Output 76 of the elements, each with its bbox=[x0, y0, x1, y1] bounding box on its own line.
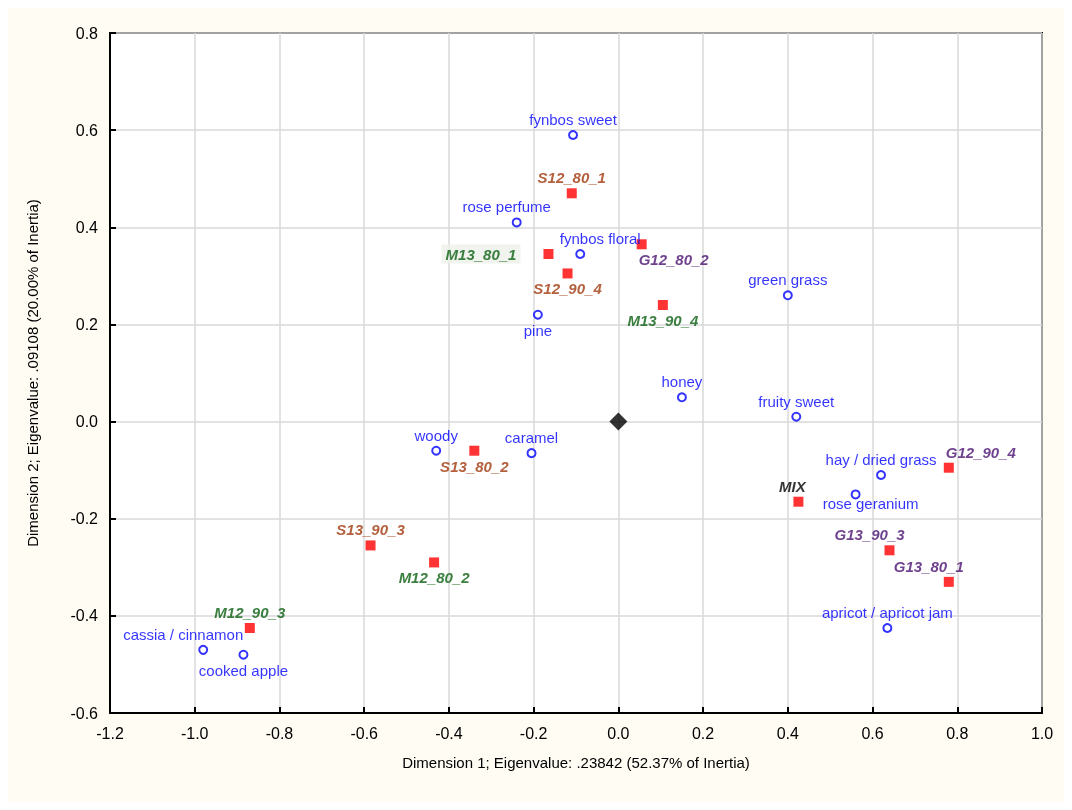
point bbox=[244, 623, 255, 633]
point bbox=[568, 130, 579, 140]
x-tick-label: 0.8 bbox=[946, 724, 969, 742]
data-label: hay / dried grass bbox=[825, 451, 937, 468]
point bbox=[526, 448, 537, 459]
y-tick-label: 0.0 bbox=[75, 413, 99, 431]
data-label: woody bbox=[413, 426, 459, 444]
point bbox=[657, 300, 668, 310]
data-label: pine bbox=[523, 321, 553, 339]
data-label: rose perfume bbox=[462, 198, 551, 216]
data-label: apricot / apricot jam bbox=[821, 604, 953, 621]
point bbox=[431, 445, 442, 456]
point bbox=[850, 489, 861, 500]
point bbox=[876, 470, 887, 480]
point bbox=[943, 576, 954, 587]
y-tick-label: -0.4 bbox=[70, 607, 99, 625]
data-label: fynbos floral bbox=[559, 230, 641, 247]
data-label: G12_80_2 bbox=[638, 251, 710, 269]
data-label: rose geranium bbox=[822, 495, 919, 513]
point bbox=[543, 249, 554, 259]
point bbox=[562, 268, 573, 279]
point bbox=[469, 445, 480, 456]
x-tick-label: -0.6 bbox=[350, 724, 379, 742]
point bbox=[566, 188, 577, 199]
point bbox=[238, 649, 249, 660]
data-label: cassia / cinnamon bbox=[123, 625, 244, 643]
data-label: fruity sweet bbox=[758, 392, 836, 410]
data-label: M13_80_1 bbox=[445, 245, 517, 263]
point bbox=[365, 540, 376, 551]
x-tick-label: 0.4 bbox=[776, 724, 800, 742]
x-tick-label: -0.4 bbox=[435, 724, 463, 742]
x-tick-label: 1.0 bbox=[1030, 724, 1054, 742]
data-label: S13_90_3 bbox=[336, 521, 406, 539]
point bbox=[198, 644, 209, 655]
x-tick-label: -1.2 bbox=[96, 724, 124, 742]
data-label: fynbos sweet bbox=[529, 111, 618, 128]
point bbox=[782, 290, 793, 301]
y-tick-label: 0.2 bbox=[75, 315, 99, 333]
data-label: M13_90_4 bbox=[627, 312, 699, 329]
data-label: G13_80_1 bbox=[893, 557, 964, 575]
data-label: caramel bbox=[504, 429, 559, 447]
data-label: G12_90_4 bbox=[945, 443, 1017, 461]
y-tick-label: -0.2 bbox=[70, 510, 99, 528]
x-tick-label: 0.2 bbox=[691, 724, 715, 742]
x-tick-label: 0.0 bbox=[607, 724, 630, 742]
point bbox=[532, 309, 543, 320]
data-label: M12_80_2 bbox=[398, 569, 471, 587]
point bbox=[609, 412, 628, 431]
x-tick-label: 0.6 bbox=[861, 724, 884, 742]
point bbox=[943, 462, 954, 473]
point bbox=[429, 557, 440, 568]
point bbox=[791, 411, 802, 422]
data-label: S12_80_1 bbox=[537, 169, 606, 187]
y-tick-label: 0.6 bbox=[75, 121, 99, 139]
data-label: MIX bbox=[779, 477, 807, 495]
data-label: S13_80_2 bbox=[440, 457, 510, 475]
x-tick-label: -0.8 bbox=[265, 724, 294, 742]
point bbox=[676, 392, 687, 403]
data-label: G13_90_3 bbox=[834, 526, 906, 544]
data-label: green grass bbox=[748, 271, 828, 289]
point bbox=[511, 217, 522, 228]
data-label: honey bbox=[661, 373, 703, 391]
point bbox=[882, 623, 893, 633]
y-tick-label: 0.8 bbox=[75, 24, 99, 42]
x-axis-title: Dimension 1; Eigenvalue: .23842 (52.37% of Inertia) bbox=[402, 754, 750, 771]
x-tick-label: -1.0 bbox=[180, 724, 209, 742]
point bbox=[575, 249, 586, 259]
data-label: S12_90_4 bbox=[533, 280, 603, 298]
point bbox=[793, 496, 804, 507]
point bbox=[884, 545, 895, 556]
y-tick-label: -0.6 bbox=[70, 704, 99, 722]
data-label: M12_90_3 bbox=[214, 604, 286, 621]
x-tick-label: -0.2 bbox=[519, 724, 548, 742]
y-axis-title: Dimension 2; Eigenvalue: .09108 (20.00% of Inertia) bbox=[24, 199, 41, 547]
y-tick-label: 0.4 bbox=[75, 218, 99, 236]
data-label: cooked apple bbox=[198, 661, 289, 679]
